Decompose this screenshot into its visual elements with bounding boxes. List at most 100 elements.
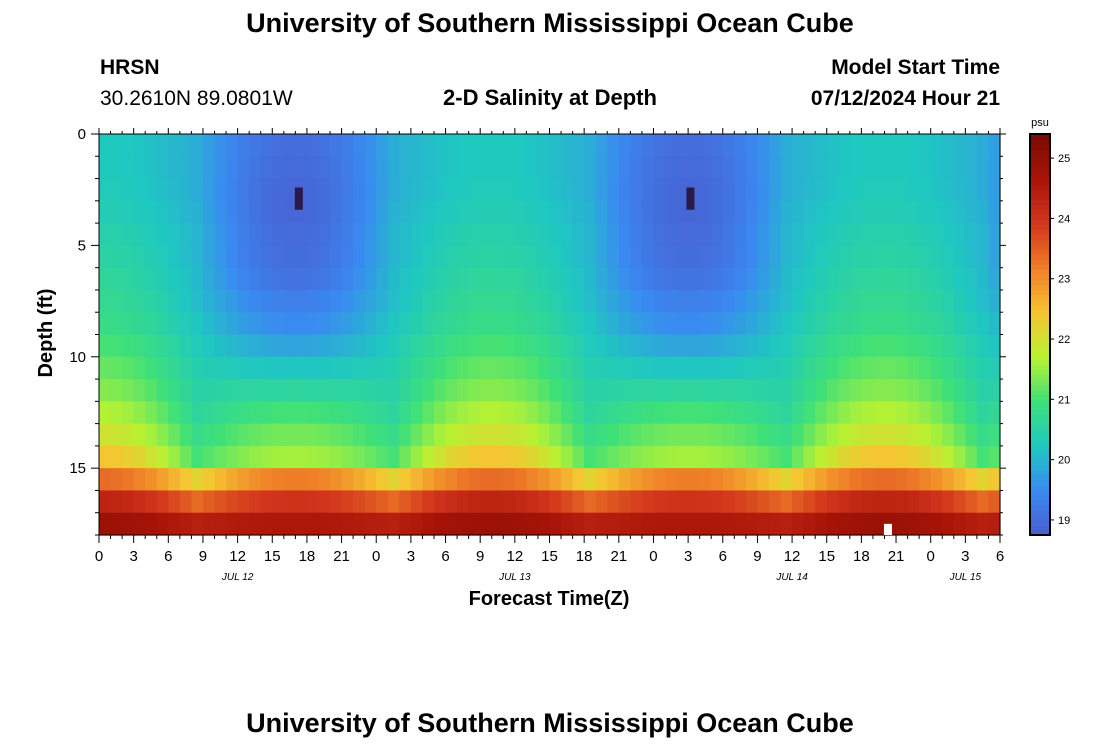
heatmap-cell xyxy=(110,312,123,336)
heatmap-cell xyxy=(780,267,793,291)
heatmap-cell xyxy=(330,245,343,269)
colorbar-tick-label: 23 xyxy=(1058,274,1070,286)
heatmap-cell xyxy=(468,423,481,447)
heatmap-cell xyxy=(676,334,689,358)
heatmap-cell xyxy=(237,178,250,202)
heatmap-cell xyxy=(965,379,978,402)
heatmap-cell xyxy=(145,223,158,246)
heatmap-cell xyxy=(607,156,620,180)
heatmap-cell xyxy=(457,312,470,336)
heatmap-cell xyxy=(965,334,978,358)
heatmap-cell xyxy=(318,423,331,447)
heatmap-cell xyxy=(445,356,458,380)
heatmap-cell xyxy=(953,512,966,536)
heatmap-cell xyxy=(272,223,285,246)
colorbar-segment xyxy=(1030,194,1050,200)
heatmap-cell xyxy=(815,401,828,425)
heatmap-cell xyxy=(249,379,262,402)
colorbar-segment xyxy=(1030,399,1050,406)
heatmap-cell xyxy=(226,245,239,269)
heatmap-cell xyxy=(122,401,135,425)
heatmap-cell xyxy=(376,156,389,180)
heatmap-cell xyxy=(99,200,112,224)
x-tick-label: 12 xyxy=(507,548,524,565)
heatmap-cell xyxy=(99,423,112,447)
heatmap-cell xyxy=(433,200,447,224)
heatmap-cell xyxy=(514,267,527,291)
heatmap-cell xyxy=(780,200,793,224)
heatmap-cell xyxy=(133,223,146,246)
heatmap-cell xyxy=(722,334,735,358)
heatmap-cell xyxy=(387,245,400,269)
x-tick-label: 12 xyxy=(229,548,246,565)
heatmap-cell xyxy=(745,178,759,202)
heatmap-cell xyxy=(283,267,296,291)
heatmap-cell xyxy=(965,356,978,380)
heatmap-cell xyxy=(110,379,123,402)
heatmap-cell xyxy=(341,423,354,447)
heatmap-cell xyxy=(849,445,862,469)
heatmap-cell xyxy=(330,134,343,157)
heatmap-cell xyxy=(457,245,470,269)
heatmap-cell xyxy=(584,356,597,380)
heatmap-cell xyxy=(237,267,250,291)
heatmap-cell xyxy=(699,200,712,224)
heatmap-cell xyxy=(306,200,320,224)
heatmap-cell xyxy=(849,490,862,514)
heatmap-cell xyxy=(537,156,551,180)
heatmap-cell xyxy=(537,356,551,380)
heatmap-cell xyxy=(757,312,770,336)
heatmap-cell xyxy=(99,468,112,492)
heatmap-cell xyxy=(306,156,320,180)
heatmap-cell xyxy=(872,178,886,202)
heatmap-cell xyxy=(595,156,608,180)
heatmap-cell xyxy=(872,245,886,269)
heatmap-cell xyxy=(133,445,146,469)
heatmap-cell xyxy=(953,312,966,336)
colorbar-frame xyxy=(1029,133,1051,536)
heatmap-cell xyxy=(838,401,851,425)
heatmap-cell xyxy=(653,312,666,336)
heatmap-cell xyxy=(410,468,424,492)
heatmap-cell xyxy=(387,200,400,224)
heatmap-cell xyxy=(896,490,909,514)
heatmap-cell xyxy=(191,401,204,425)
heatmap-cell xyxy=(272,490,285,514)
heatmap-cell xyxy=(433,134,447,157)
heatmap-cell xyxy=(399,490,412,514)
heatmap-cell xyxy=(202,156,216,180)
heatmap-cell xyxy=(549,289,562,313)
heatmap-cell xyxy=(792,156,805,180)
heatmap-cell xyxy=(618,468,631,492)
heatmap-cell xyxy=(745,267,759,291)
heatmap-cell xyxy=(214,200,227,224)
heatmap-cell xyxy=(595,200,608,224)
heatmap-cell xyxy=(861,223,874,246)
heatmap-cell xyxy=(491,156,504,180)
heatmap-cell xyxy=(919,445,932,469)
heatmap-cell xyxy=(364,245,377,269)
heatmap-cell xyxy=(792,445,805,469)
heatmap-cell xyxy=(202,134,216,157)
heatmap-cell xyxy=(410,289,424,313)
heatmap-cell xyxy=(457,356,470,380)
heatmap-cell xyxy=(445,423,458,447)
heatmap-cell xyxy=(688,312,701,336)
heatmap-cell xyxy=(283,223,296,246)
heatmap-cell xyxy=(872,356,886,380)
heatmap-cell xyxy=(826,490,839,514)
heatmap-cell xyxy=(295,490,308,514)
heatmap-cell xyxy=(214,401,227,425)
colorbar-segment xyxy=(1030,184,1050,190)
colorbar-segment xyxy=(1030,199,1050,205)
heatmap-cell xyxy=(537,134,551,157)
heatmap-cell xyxy=(861,423,874,447)
heatmap-cell xyxy=(468,245,481,269)
heatmap-cell xyxy=(942,379,955,402)
heatmap-cell xyxy=(341,245,354,269)
heatmap-cell xyxy=(768,401,782,425)
heatmap-cell xyxy=(179,356,193,380)
heatmap-cell xyxy=(422,289,435,313)
heatmap-cell xyxy=(214,334,227,358)
